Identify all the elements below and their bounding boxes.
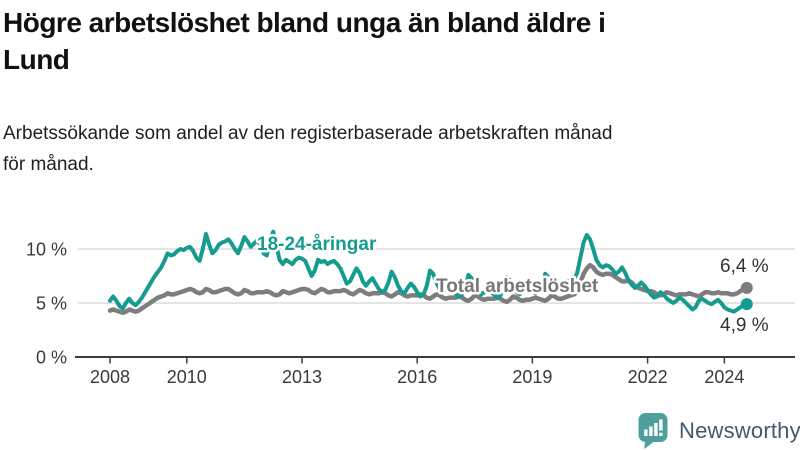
logo-bar-2 bbox=[649, 426, 653, 436]
end-value-label-youth: 4,9 % bbox=[720, 315, 769, 336]
end-value-label-total: 6,4 % bbox=[720, 256, 769, 277]
page-title: Högre arbetslöshet bland unga än bland ä… bbox=[3, 4, 797, 78]
x-tick-label: 2019 bbox=[512, 367, 552, 387]
subtitle-line-1: Arbetssökande som andel av den registerb… bbox=[3, 123, 613, 144]
chart-subtitle: Arbetssökande som andel av den registerb… bbox=[3, 118, 797, 180]
logo-exclamation-dot bbox=[659, 432, 663, 436]
subtitle-line-2: för månad. bbox=[3, 154, 94, 175]
series-label-total: Total arbetslöshet bbox=[436, 276, 599, 297]
series-label-youth: 18-24-åringar bbox=[257, 234, 377, 255]
series-line-youth bbox=[108, 229, 749, 314]
x-tick-label: 2010 bbox=[167, 367, 207, 387]
newsworthy-logo-icon bbox=[638, 413, 668, 449]
series-line-total bbox=[107, 262, 750, 315]
newsworthy-logo-text: Newsworthy bbox=[679, 417, 800, 443]
y-tick-label: 10 % bbox=[26, 240, 67, 260]
logo-bar-1 bbox=[644, 429, 648, 436]
logo-bubble-tail bbox=[644, 441, 655, 449]
logo-bubble bbox=[638, 413, 668, 442]
y-tick-label: 0 % bbox=[36, 348, 67, 368]
x-tick-label: 2024 bbox=[704, 367, 744, 387]
y-tick-label: 5 % bbox=[36, 294, 67, 314]
logo-bar-3 bbox=[654, 423, 658, 436]
newsworthy-logo[interactable]: Newsworthy bbox=[638, 412, 800, 449]
end-dot-total bbox=[740, 281, 753, 294]
x-tick-label: 2013 bbox=[282, 367, 322, 387]
title-line-2: Lund bbox=[3, 44, 70, 75]
logo-exclamation-stem bbox=[659, 419, 663, 431]
x-tick-label: 2016 bbox=[397, 367, 437, 387]
x-tick-label: 2008 bbox=[90, 367, 130, 387]
x-tick-label: 2022 bbox=[628, 367, 668, 387]
end-dot-youth bbox=[740, 298, 753, 311]
title-line-1: Högre arbetslöshet bland unga än bland ä… bbox=[3, 7, 606, 38]
